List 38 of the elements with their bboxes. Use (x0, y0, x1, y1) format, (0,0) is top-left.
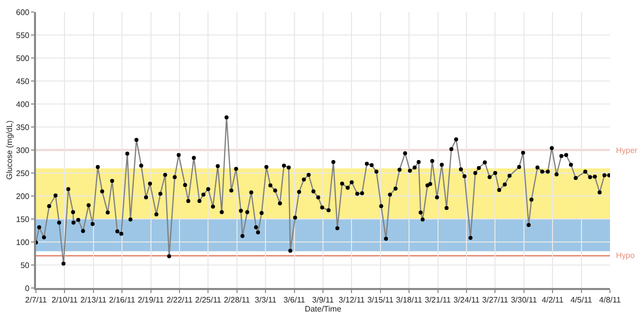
y-tick-label: 600 (16, 8, 30, 17)
ref-line-label: Hypo (616, 251, 636, 260)
x-tick-label: 4/8/11 (599, 296, 622, 305)
x-axis-title: Date/Time (304, 304, 342, 314)
y-tick-label: 550 (16, 30, 30, 40)
y-tick-label: 300 (16, 146, 30, 155)
ref-line-label: Hyper (616, 146, 638, 155)
x-tick-label: 3/6/11 (283, 296, 306, 305)
x-tick-label: 2/28/11 (224, 296, 250, 305)
x-tick-label: 2/16/11 (109, 296, 136, 305)
y-tick-label: 350 (16, 122, 30, 132)
x-tick-label: 4/5/11 (570, 296, 593, 305)
x-tick-label: 3/21/11 (424, 296, 452, 305)
x-tick-label: 2/22/11 (166, 296, 194, 305)
x-tick-label: 3/24/11 (453, 296, 480, 305)
x-tick-label: 3/27/11 (482, 296, 509, 305)
x-tick-label: 3/3/11 (254, 296, 277, 305)
y-axis-title: Glucose (mg/dL) (5, 120, 14, 180)
x-tick-label: 2/13/11 (80, 296, 107, 305)
y-tick-label: 100 (16, 238, 30, 247)
x-tick-label: 3/18/11 (396, 296, 423, 305)
x-tick-label: 2/19/11 (138, 296, 164, 305)
x-tick-label: 3/15/11 (367, 296, 394, 305)
y-tick-label: 50 (20, 260, 30, 270)
y-tick-label: 200 (16, 192, 30, 201)
x-tick-label: 2/7/11 (25, 296, 48, 305)
y-tick-label: 500 (16, 54, 30, 63)
y-tick-label: 450 (16, 76, 30, 86)
x-tick-label: 3/30/11 (510, 296, 538, 305)
x-tick-label: 3/9/11 (312, 296, 334, 305)
y-tick-label: 0 (24, 284, 30, 293)
y-tick-label: 250 (16, 168, 30, 178)
y-tick-label: 400 (16, 100, 30, 109)
x-tick-label: 3/12/11 (338, 296, 366, 305)
x-tick-label: 2/10/11 (52, 296, 78, 305)
x-tick-label: 4/2/11 (542, 296, 564, 305)
x-tick-label: 2/25/11 (195, 296, 222, 305)
y-tick-label: 150 (16, 214, 30, 224)
